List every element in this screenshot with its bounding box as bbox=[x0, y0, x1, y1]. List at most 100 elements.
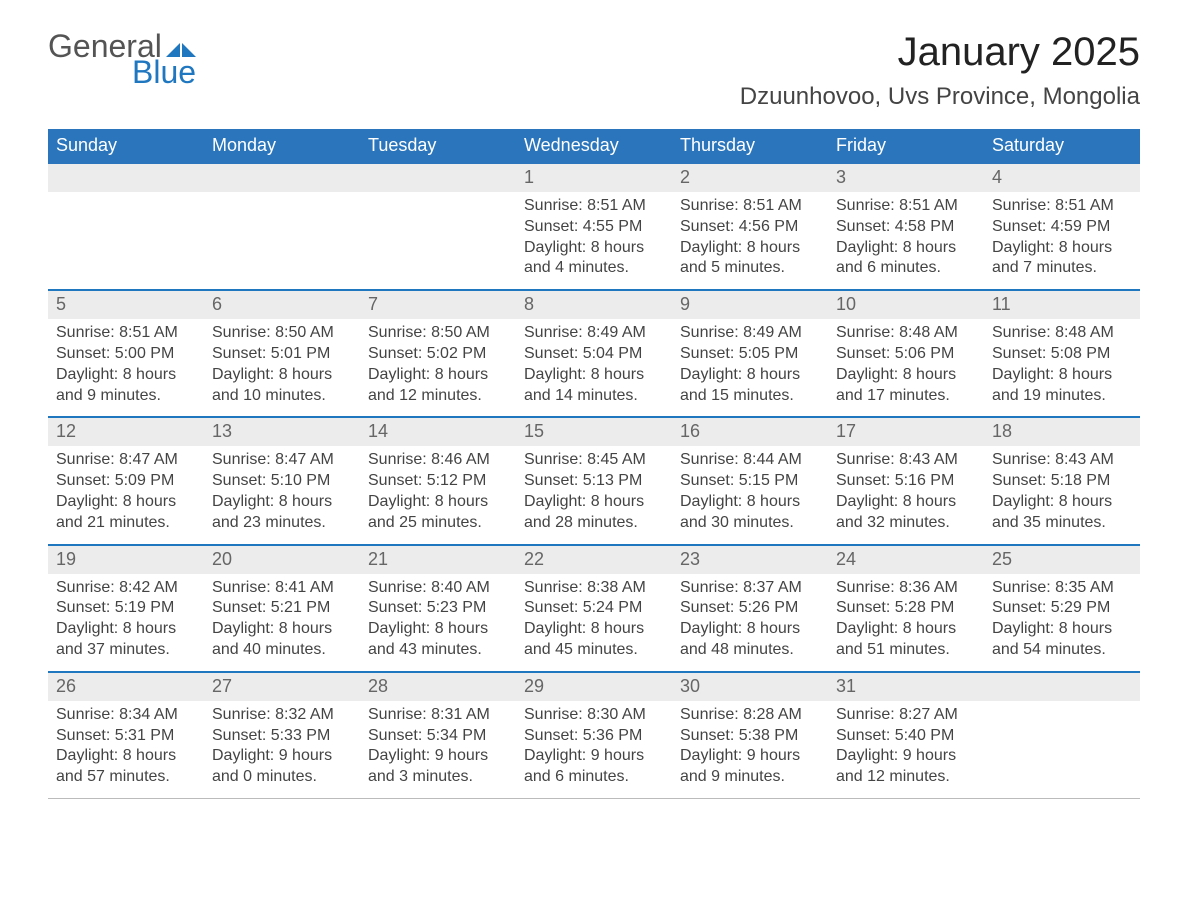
day-number: 8 bbox=[516, 291, 672, 319]
day-details: Sunrise: 8:51 AMSunset: 5:00 PMDaylight:… bbox=[56, 323, 196, 406]
sunrise-line: Sunrise: 8:48 AM bbox=[836, 323, 976, 344]
logo: General Blue bbox=[48, 30, 196, 88]
sunset-line: Sunset: 4:55 PM bbox=[524, 217, 664, 238]
daylight-line: Daylight: 9 hours and 12 minutes. bbox=[836, 746, 976, 788]
sunset-line: Sunset: 5:34 PM bbox=[368, 726, 508, 747]
sunset-line: Sunset: 5:33 PM bbox=[212, 726, 352, 747]
day-cell: 25 Sunrise: 8:35 AMSunset: 5:29 PMDayligh… bbox=[984, 546, 1140, 671]
week-row: 12Sunrise: 8:47 AMSunset: 5:09 PMDayligh… bbox=[48, 416, 1140, 543]
sunrise-line: Sunrise: 8:35 AM bbox=[992, 578, 1132, 599]
day-cell: 3 Sunrise: 8:51 AMSunset: 4:58 PMDaylight… bbox=[828, 164, 984, 289]
day-number: 31 bbox=[828, 673, 984, 701]
sunrise-line: Sunrise: 8:51 AM bbox=[680, 196, 820, 217]
day-details: Sunrise: 8:51 AMSunset: 4:56 PMDaylight:… bbox=[680, 196, 820, 279]
sunset-line: Sunset: 5:18 PM bbox=[992, 471, 1132, 492]
sunrise-line: Sunrise: 8:38 AM bbox=[524, 578, 664, 599]
sunset-line: Sunset: 5:13 PM bbox=[524, 471, 664, 492]
sunrise-line: Sunrise: 8:51 AM bbox=[836, 196, 976, 217]
day-cell: 9Sunrise: 8:49 AMSunset: 5:05 PMDaylight… bbox=[672, 291, 828, 416]
day-details: Sunrise: 8:44 AMSunset: 5:15 PMDaylight:… bbox=[680, 450, 820, 533]
day-cell: 29Sunrise: 8:30 AMSunset: 5:36 PMDayligh… bbox=[516, 673, 672, 798]
day-number bbox=[360, 164, 516, 192]
day-number: 15 bbox=[516, 418, 672, 446]
daylight-line: Daylight: 8 hours and 30 minutes. bbox=[680, 492, 820, 534]
day-number: 21 bbox=[360, 546, 516, 574]
day-number: 10 bbox=[828, 291, 984, 319]
day-details: Sunrise: 8:46 AMSunset: 5:12 PMDaylight:… bbox=[368, 450, 508, 533]
day-details: Sunrise: 8:42 AMSunset: 5:19 PMDaylight:… bbox=[56, 578, 196, 661]
day-cell: 19 Sunrise: 8:42 AMSunset: 5:19 PMDayligh… bbox=[48, 546, 204, 671]
week-row: 1Sunrise: 8:51 AMSunset: 4:55 PMDaylight… bbox=[48, 164, 1140, 289]
sunrise-line: Sunrise: 8:48 AM bbox=[992, 323, 1132, 344]
calendar-page: General Blue January 2025 Dzuunhovoo, Uv… bbox=[24, 0, 1164, 839]
day-cell: 28Sunrise: 8:31 AMSunset: 5:34 PMDayligh… bbox=[360, 673, 516, 798]
day-cell: 16Sunrise: 8:44 AMSunset: 5:15 PMDayligh… bbox=[672, 418, 828, 543]
sunrise-line: Sunrise: 8:36 AM bbox=[836, 578, 976, 599]
day-details: Sunrise: 8:27 AMSunset: 5:40 PMDaylight:… bbox=[836, 705, 976, 788]
day-number: 30 bbox=[672, 673, 828, 701]
day-number bbox=[48, 164, 204, 192]
daylight-line: Daylight: 8 hours and 15 minutes. bbox=[680, 365, 820, 407]
sunrise-line: Sunrise: 8:46 AM bbox=[368, 450, 508, 471]
weekday-sunday: Sunday bbox=[48, 129, 204, 164]
day-cell: 30Sunrise: 8:28 AMSunset: 5:38 PMDayligh… bbox=[672, 673, 828, 798]
daylight-line: Daylight: 8 hours and 9 minutes. bbox=[56, 365, 196, 407]
sunset-line: Sunset: 5:29 PM bbox=[992, 598, 1132, 619]
day-number: 29 bbox=[516, 673, 672, 701]
sunset-line: Sunset: 5:16 PM bbox=[836, 471, 976, 492]
day-number: 28 bbox=[360, 673, 516, 701]
daylight-line: Daylight: 8 hours and 45 minutes. bbox=[524, 619, 664, 661]
weekday-thursday: Thursday bbox=[672, 129, 828, 164]
sunset-line: Sunset: 5:02 PM bbox=[368, 344, 508, 365]
sunset-line: Sunset: 5:36 PM bbox=[524, 726, 664, 747]
sunrise-line: Sunrise: 8:47 AM bbox=[56, 450, 196, 471]
daylight-line: Daylight: 8 hours and 51 minutes. bbox=[836, 619, 976, 661]
day-number: 3 bbox=[828, 164, 984, 192]
sunrise-line: Sunrise: 8:32 AM bbox=[212, 705, 352, 726]
sunrise-line: Sunrise: 8:43 AM bbox=[836, 450, 976, 471]
day-number bbox=[984, 673, 1140, 701]
day-details: Sunrise: 8:51 AMSunset: 4:58 PMDaylight:… bbox=[836, 196, 976, 279]
daylight-line: Daylight: 8 hours and 7 minutes. bbox=[992, 238, 1132, 280]
header: General Blue January 2025 Dzuunhovoo, Uv… bbox=[48, 30, 1140, 111]
location: Dzuunhovoo, Uvs Province, Mongolia bbox=[740, 83, 1140, 111]
day-details: Sunrise: 8:38 AMSunset: 5:24 PMDaylight:… bbox=[524, 578, 664, 661]
day-number: 19 bbox=[48, 546, 204, 574]
sunrise-line: Sunrise: 8:34 AM bbox=[56, 705, 196, 726]
day-cell: 5Sunrise: 8:51 AMSunset: 5:00 PMDaylight… bbox=[48, 291, 204, 416]
daylight-line: Daylight: 8 hours and 35 minutes. bbox=[992, 492, 1132, 534]
day-details: Sunrise: 8:50 AMSunset: 5:01 PMDaylight:… bbox=[212, 323, 352, 406]
day-number: 17 bbox=[828, 418, 984, 446]
day-cell bbox=[360, 164, 516, 289]
weekday-row: SundayMondayTuesdayWednesdayThursdayFrid… bbox=[48, 129, 1140, 164]
daylight-line: Daylight: 8 hours and 54 minutes. bbox=[992, 619, 1132, 661]
month-title: January 2025 bbox=[740, 30, 1140, 75]
day-cell: 31 Sunrise: 8:27 AMSunset: 5:40 PMDayligh… bbox=[828, 673, 984, 798]
daylight-line: Daylight: 8 hours and 40 minutes. bbox=[212, 619, 352, 661]
daylight-line: Daylight: 8 hours and 19 minutes. bbox=[992, 365, 1132, 407]
sunrise-line: Sunrise: 8:43 AM bbox=[992, 450, 1132, 471]
day-number: 9 bbox=[672, 291, 828, 319]
day-cell: 18Sunrise: 8:43 AMSunset: 5:18 PMDayligh… bbox=[984, 418, 1140, 543]
day-details: Sunrise: 8:40 AMSunset: 5:23 PMDaylight:… bbox=[368, 578, 508, 661]
sunrise-line: Sunrise: 8:45 AM bbox=[524, 450, 664, 471]
day-cell: 11Sunrise: 8:48 AMSunset: 5:08 PMDayligh… bbox=[984, 291, 1140, 416]
day-details: Sunrise: 8:35 AMSunset: 5:29 PMDaylight:… bbox=[992, 578, 1132, 661]
daylight-line: Daylight: 8 hours and 4 minutes. bbox=[524, 238, 664, 280]
day-details: Sunrise: 8:47 AMSunset: 5:10 PMDaylight:… bbox=[212, 450, 352, 533]
day-cell: 1Sunrise: 8:51 AMSunset: 4:55 PMDaylight… bbox=[516, 164, 672, 289]
daylight-line: Daylight: 8 hours and 28 minutes. bbox=[524, 492, 664, 534]
sunset-line: Sunset: 5:31 PM bbox=[56, 726, 196, 747]
day-number: 4 bbox=[984, 164, 1140, 192]
sunset-line: Sunset: 5:08 PM bbox=[992, 344, 1132, 365]
sunset-line: Sunset: 5:09 PM bbox=[56, 471, 196, 492]
day-cell: 10Sunrise: 8:48 AMSunset: 5:06 PMDayligh… bbox=[828, 291, 984, 416]
sunset-line: Sunset: 5:40 PM bbox=[836, 726, 976, 747]
daylight-line: Daylight: 8 hours and 17 minutes. bbox=[836, 365, 976, 407]
daylight-line: Daylight: 8 hours and 43 minutes. bbox=[368, 619, 508, 661]
day-number: 25 bbox=[984, 546, 1140, 574]
day-number: 2 bbox=[672, 164, 828, 192]
day-cell: 26Sunrise: 8:34 AMSunset: 5:31 PMDayligh… bbox=[48, 673, 204, 798]
sunset-line: Sunset: 5:00 PM bbox=[56, 344, 196, 365]
day-cell: 17Sunrise: 8:43 AMSunset: 5:16 PMDayligh… bbox=[828, 418, 984, 543]
